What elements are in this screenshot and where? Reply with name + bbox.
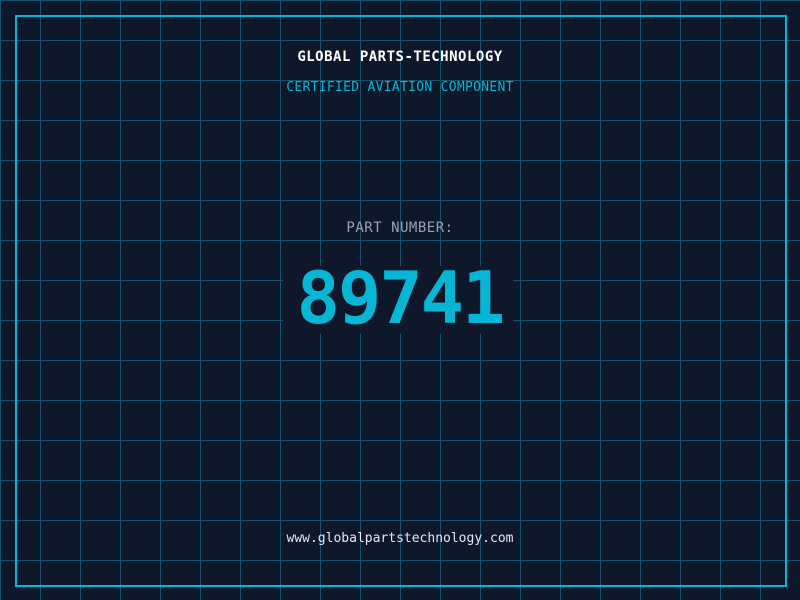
part-number-backdrop [283, 266, 513, 334]
website-link[interactable]: www.globalpartstechnology.com [286, 531, 514, 546]
company-title: GLOBAL PARTS-TECHNOLOGY [297, 49, 503, 65]
part-number-label: PART NUMBER: [346, 220, 454, 236]
border-frame [15, 15, 787, 587]
company-subtitle: CERTIFIED AVIATION COMPONENT [286, 80, 514, 95]
part-number-value: 89741 [296, 256, 506, 340]
